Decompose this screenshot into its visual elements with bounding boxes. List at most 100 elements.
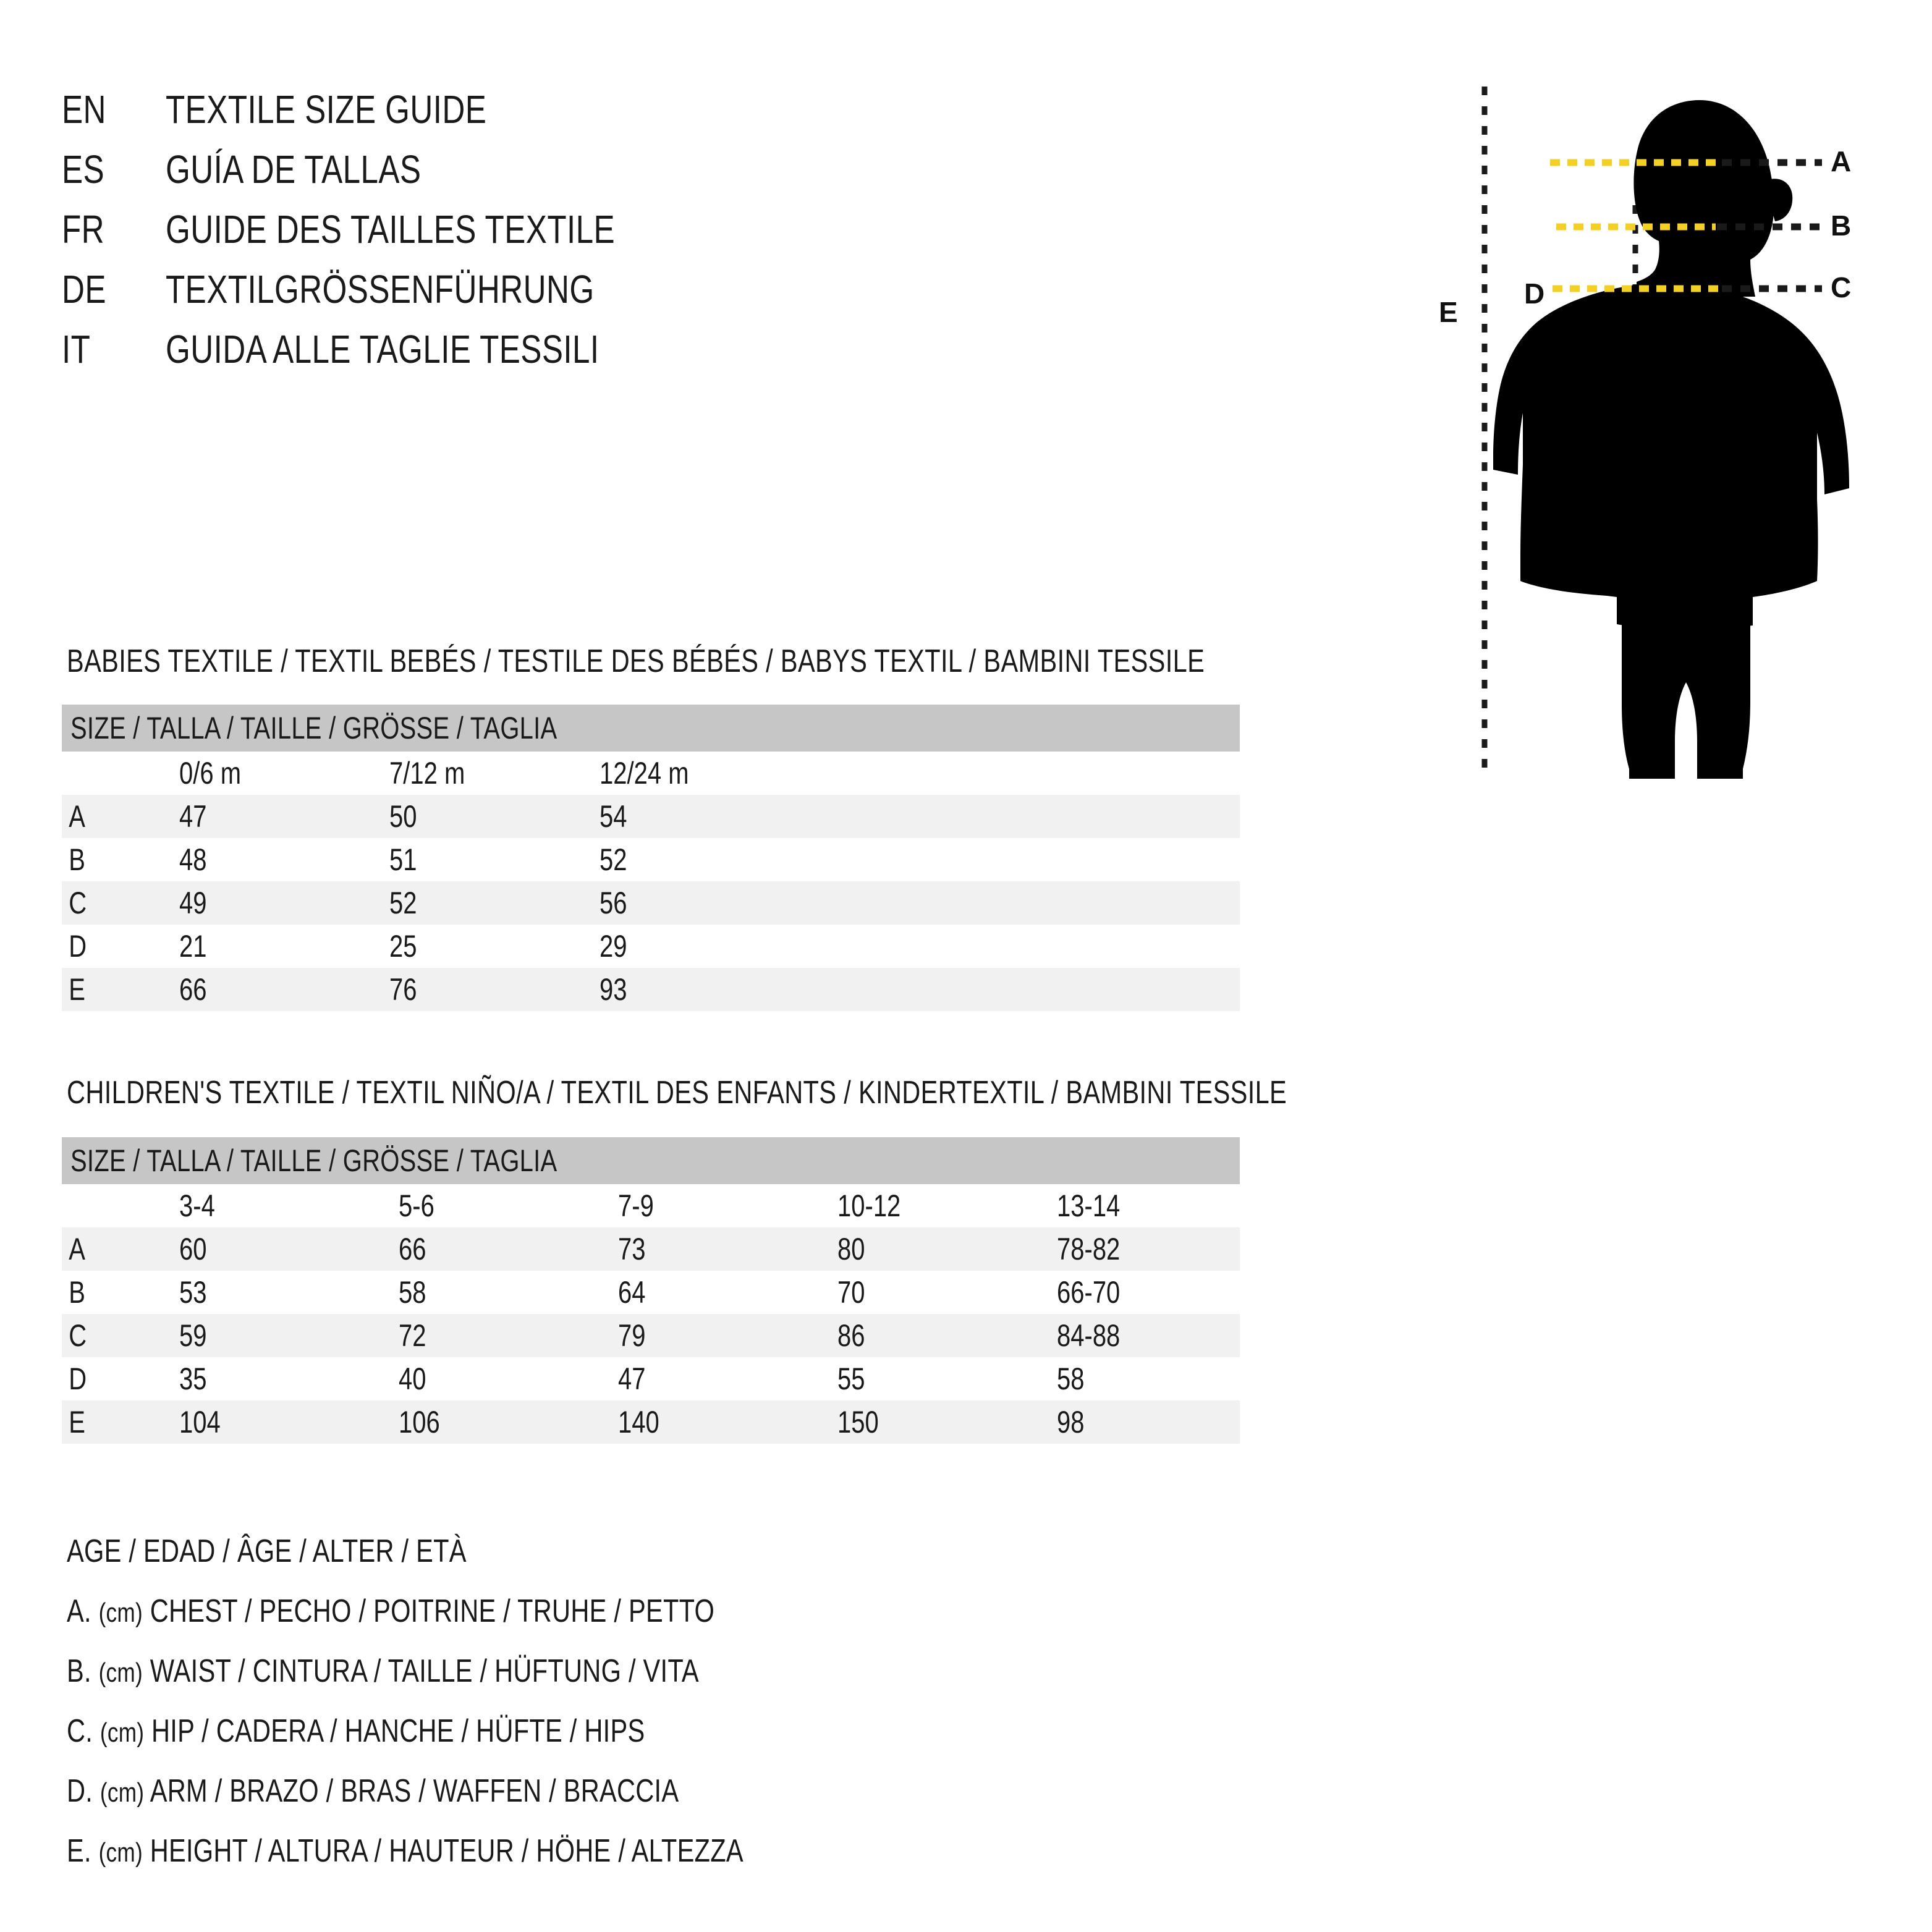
cell-value: 80 bbox=[837, 1232, 865, 1266]
cell-value: 40 bbox=[399, 1362, 426, 1396]
cell-value: 106 bbox=[399, 1405, 440, 1439]
legend-key: D. bbox=[67, 1773, 93, 1809]
cell-value: 52 bbox=[600, 842, 627, 877]
cell-value: 59 bbox=[179, 1318, 207, 1353]
legend-item-c: C. (cm) HIP / CADERA / HANCHE / HÜFTE / … bbox=[67, 1713, 858, 1773]
measure-label-a: A bbox=[1831, 145, 1852, 177]
header-lang-code: EN bbox=[62, 87, 106, 132]
cell-value: 25 bbox=[389, 929, 417, 964]
cell-value: 54 bbox=[600, 799, 627, 834]
legend-text: HEIGHT / ALTURA / HAUTEUR / HÖHE / ALTEZ… bbox=[150, 1833, 744, 1869]
babies-column-header: 7/12 m bbox=[389, 756, 465, 790]
children-column-header: 5-6 bbox=[399, 1188, 434, 1223]
cell-value: 98 bbox=[1057, 1405, 1085, 1439]
legend-item-e: E. (cm) HEIGHT / ALTURA / HAUTEUR / HÖHE… bbox=[67, 1832, 858, 1892]
header-title-text: GUIDA ALLE TAGLIE TESSILI bbox=[166, 327, 600, 371]
babies-section-title: BABIES TEXTILE / TEXTIL BEBÉS / TESTILE … bbox=[67, 643, 1205, 679]
row-label: D bbox=[69, 929, 87, 964]
header-title-text: TEXTILE SIZE GUIDE bbox=[166, 87, 487, 132]
table-row: B 48 51 52 bbox=[62, 838, 1240, 881]
legend-unit: (cm) bbox=[98, 1598, 143, 1628]
cell-value: 56 bbox=[600, 886, 627, 920]
children-column-header: 10-12 bbox=[837, 1188, 901, 1223]
table-row: C 59 72 79 86 84-88 bbox=[62, 1314, 1240, 1357]
babies-size-table: SIZE / TALLA / TAILLE / GRÖSSE / TAGLIA … bbox=[62, 705, 1240, 1011]
measurement-legend: AGE / EDAD / ÂGE / ALTER / ETÀ A. (cm) C… bbox=[67, 1533, 1056, 1892]
legend-key: E. bbox=[67, 1833, 91, 1869]
header-row: FR GUIDE DES TAILLES TEXTILE bbox=[62, 206, 865, 266]
row-label: B bbox=[69, 1275, 85, 1310]
table-row: A 47 50 54 bbox=[62, 795, 1240, 838]
row-label: C bbox=[69, 886, 87, 920]
child-silhouette-diagram bbox=[1481, 87, 1849, 779]
cell-value: 66 bbox=[179, 972, 207, 1007]
cell-value: 76 bbox=[389, 972, 417, 1007]
table-row: A 60 66 73 80 78-82 bbox=[62, 1227, 1240, 1271]
cell-value: 78-82 bbox=[1057, 1232, 1121, 1266]
legend-item-a: A. (cm) CHEST / PECHO / POITRINE / TRUHE… bbox=[67, 1593, 858, 1653]
cell-value: 47 bbox=[179, 799, 207, 834]
cell-value: 51 bbox=[389, 842, 417, 877]
header-row: IT GUIDA ALLE TAGLIE TESSILI bbox=[62, 326, 865, 386]
cell-value: 50 bbox=[389, 799, 417, 834]
children-section-title: CHILDREN'S TEXTILE / TEXTIL NIÑO/A / TEX… bbox=[67, 1075, 1287, 1111]
legend-key: C. bbox=[67, 1713, 93, 1749]
row-label: A bbox=[69, 799, 85, 834]
children-column-header: 3-4 bbox=[179, 1188, 215, 1223]
cell-value: 66 bbox=[399, 1232, 426, 1266]
legend-unit: (cm) bbox=[100, 1718, 145, 1748]
cell-value: 150 bbox=[837, 1405, 879, 1439]
children-column-header: 13-14 bbox=[1057, 1188, 1121, 1223]
legend-text: WAIST / CINTURA / TAILLE / HÜFTUNG / VIT… bbox=[150, 1653, 699, 1689]
cell-value: 29 bbox=[600, 929, 627, 964]
table-row: B 53 58 64 70 66-70 bbox=[62, 1271, 1240, 1314]
header-row: EN TEXTILE SIZE GUIDE bbox=[62, 87, 865, 146]
cell-value: 47 bbox=[618, 1362, 646, 1396]
row-label: E bbox=[69, 1405, 85, 1439]
children-size-table: SIZE / TALLA / TAILLE / GRÖSSE / TAGLIA … bbox=[62, 1137, 1240, 1444]
header-lang-code: DE bbox=[62, 267, 106, 311]
cell-value: 58 bbox=[1057, 1362, 1085, 1396]
cell-value: 64 bbox=[618, 1275, 646, 1310]
header-lang-code: ES bbox=[62, 147, 105, 192]
header-row: ES GUÍA DE TALLAS bbox=[62, 146, 865, 206]
measure-label-d: D bbox=[1524, 278, 1545, 310]
cell-value: 140 bbox=[618, 1405, 659, 1439]
table-row: E 66 76 93 bbox=[62, 968, 1240, 1011]
header-lang-code: IT bbox=[62, 327, 91, 371]
header-title-text: GUÍA DE TALLAS bbox=[166, 147, 422, 192]
language-header-block: EN TEXTILE SIZE GUIDE ES GUÍA DE TALLAS … bbox=[62, 87, 865, 386]
babies-table-header-label: SIZE / TALLA / TAILLE / GRÖSSE / TAGLIA bbox=[70, 711, 557, 745]
legend-key: A. bbox=[67, 1593, 91, 1629]
table-row: D 35 40 47 55 58 bbox=[62, 1357, 1240, 1400]
cell-value: 79 bbox=[618, 1318, 646, 1353]
row-label: B bbox=[69, 842, 85, 877]
cell-value: 86 bbox=[837, 1318, 865, 1353]
row-label: E bbox=[69, 972, 85, 1007]
legend-item-d: D. (cm) ARM / BRAZO / BRAS / WAFFEN / BR… bbox=[67, 1773, 858, 1832]
silhouette-body bbox=[1493, 100, 1849, 779]
children-column-header: 7-9 bbox=[618, 1188, 654, 1223]
legend-text: HIP / CADERA / HANCHE / HÜFTE / HIPS bbox=[151, 1713, 645, 1749]
cell-value: 58 bbox=[399, 1275, 426, 1310]
babies-column-header: 12/24 m bbox=[600, 756, 689, 790]
legend-age-line: AGE / EDAD / ÂGE / ALTER / ETÀ bbox=[67, 1533, 467, 1569]
legend-unit: (cm) bbox=[100, 1777, 145, 1808]
cell-value: 52 bbox=[389, 886, 417, 920]
measurement-figure-panel: A B C D E bbox=[1409, 87, 1932, 779]
cell-value: 48 bbox=[179, 842, 207, 877]
cell-value: 66-70 bbox=[1057, 1275, 1121, 1310]
measure-label-e: E bbox=[1439, 296, 1458, 328]
measure-label-b: B bbox=[1831, 210, 1852, 242]
legend-item-b: B. (cm) WAIST / CINTURA / TAILLE / HÜFTU… bbox=[67, 1653, 858, 1713]
header-title-text: GUIDE DES TAILLES TEXTILE bbox=[166, 207, 616, 252]
measure-label-c: C bbox=[1831, 271, 1852, 303]
row-label: C bbox=[69, 1318, 87, 1353]
table-row: D 21 25 29 bbox=[62, 925, 1240, 968]
children-column-header-row: 3-4 5-6 7-9 10-12 13-14 bbox=[62, 1184, 1240, 1227]
table-row: E 104 106 140 150 98 bbox=[62, 1400, 1240, 1444]
children-table-header-label: SIZE / TALLA / TAILLE / GRÖSSE / TAGLIA bbox=[70, 1143, 557, 1178]
cell-value: 93 bbox=[600, 972, 627, 1007]
row-label: A bbox=[69, 1232, 85, 1266]
legend-key: B. bbox=[67, 1653, 91, 1689]
